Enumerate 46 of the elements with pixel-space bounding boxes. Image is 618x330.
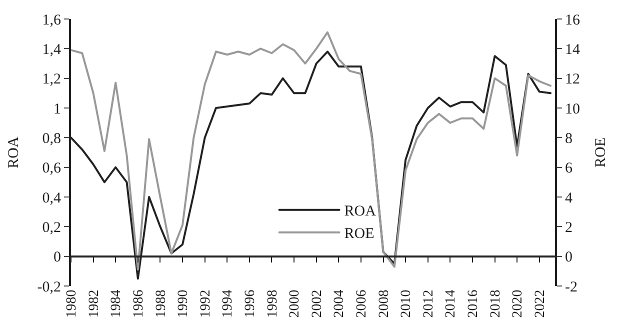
x-tick-label: 2010 [399,290,414,318]
legend-label: ROE [344,226,374,242]
x-tick-label: 2020 [510,290,526,318]
y-tick-label: 1,6 [42,12,62,28]
x-tick-label: 1984 [109,290,124,318]
y2-tick-label: -2 [565,279,578,296]
y2-tick-label: 6 [565,160,573,177]
x-tick-label: 1996 [242,290,258,318]
x-tick-label: 2016 [466,290,482,318]
y-tick-label: 1,2 [42,72,61,88]
y2-tick-label: 4 [565,190,573,206]
x-tick-label: 1990 [176,290,192,318]
x-tick-label: 1998 [265,290,280,318]
y2-tick-label: 16 [565,12,580,28]
y-tick-label: 1,4 [42,42,62,58]
y-tick-label: -0,2 [37,279,61,296]
y-tick-label: 0,2 [42,220,61,236]
x-tick-label: 1994 [220,290,236,318]
x-tick-label: 2004 [332,290,348,318]
x-tick-label: 1980 [64,290,80,318]
y-tick-label: 0,6 [42,160,62,177]
x-tick-label: 2006 [354,290,370,318]
y-tick-label: 0 [54,250,61,266]
x-tick-label: 2014 [444,290,459,318]
y2-tick-label: 10 [565,101,580,118]
x-tick-label: 2012 [421,290,436,318]
x-tick-label: 2022 [532,290,548,318]
x-tick-label: 1982 [86,290,102,318]
x-tick-label: 1986 [131,290,146,318]
x-tick-label: 2008 [376,290,392,318]
y-tick-label: 1 [54,101,61,118]
x-tick-label: 1988 [154,290,169,318]
y2-tick-label: 14 [565,42,580,58]
y-axis-title: ROA [6,136,22,168]
x-tick-label: 2000 [288,290,303,318]
y2-axis-title: ROE [593,138,609,168]
y2-tick-label: 12 [565,72,580,88]
x-tick-label: 2002 [310,290,325,318]
y-tick-label: 0,8 [42,130,61,147]
x-tick-label: 2018 [488,290,504,318]
legend-label: ROA [344,204,376,220]
y-tick-label: 0,4 [42,190,62,206]
y2-tick-label: 8 [565,130,572,147]
x-tick-label: 1992 [198,290,214,318]
y2-tick-label: 0 [565,250,572,266]
y2-tick-label: 2 [565,220,572,236]
